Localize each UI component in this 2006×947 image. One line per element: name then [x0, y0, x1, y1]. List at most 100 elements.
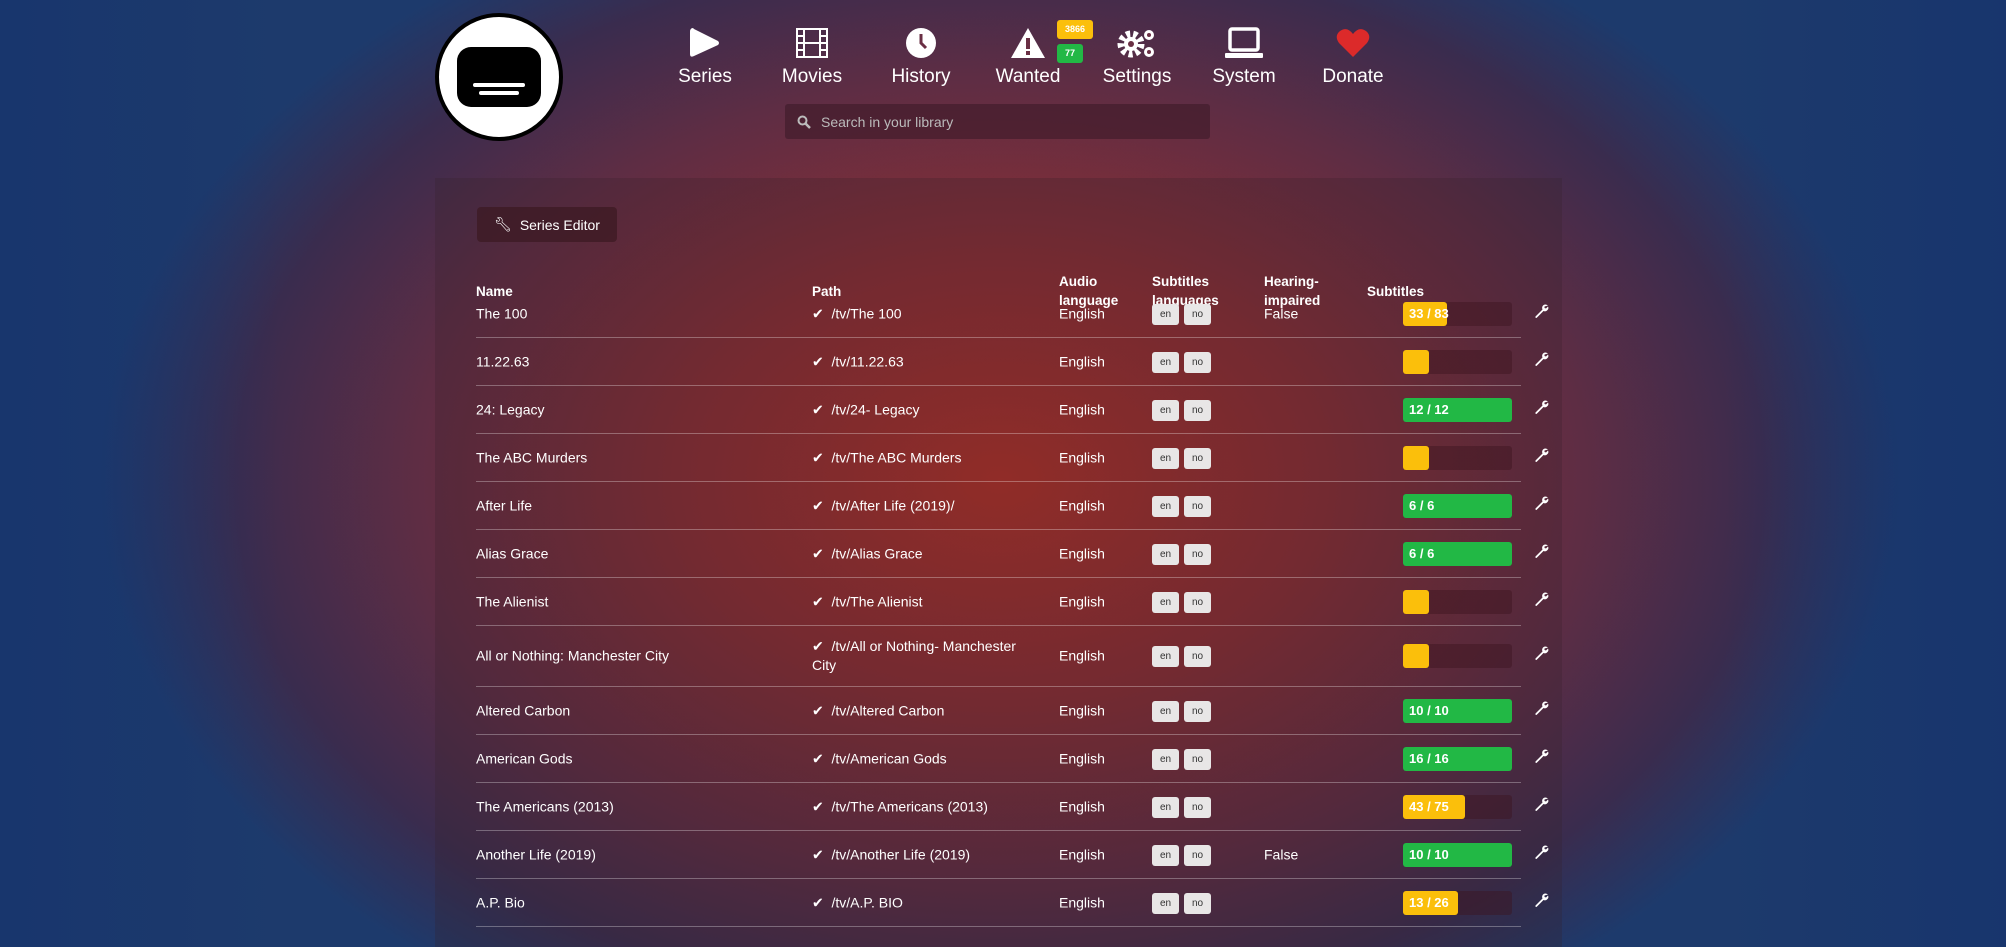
lang-tag: no [1184, 646, 1211, 667]
col-hearing-impaired[interactable]: Hearing-impaired [1264, 274, 1321, 308]
lang-tag: no [1184, 700, 1211, 722]
lang-tag: no [1184, 303, 1211, 325]
table-row: Altered Carbon ✔ /tv/Altered Carbon Engl… [476, 687, 1549, 735]
subtitles-progress: 16 / 16 [1403, 746, 1512, 771]
edit-wrench-icon[interactable] [1534, 700, 1550, 721]
nav-label: Movies [781, 66, 843, 87]
subtitle-languages: en no [1152, 351, 1216, 373]
progress-fill: 10 / 10 [1403, 842, 1512, 867]
nav-system[interactable]: System [1194, 26, 1294, 88]
laptop-icon [1194, 26, 1294, 60]
lang-tag: en [1152, 351, 1179, 373]
edit-wrench-icon[interactable] [1534, 351, 1550, 372]
check-icon: ✔ [812, 449, 824, 465]
audio-language: English [1059, 353, 1105, 369]
progress-fill: 33 / 83 [1403, 301, 1449, 326]
gears-icon [1087, 26, 1187, 60]
heart-icon [1303, 26, 1403, 60]
check-icon: ✔ [812, 497, 824, 513]
table-row: The ABC Murders ✔ /tv/The ABC Murders En… [476, 434, 1549, 482]
progress-fill: 6 / 6 [1403, 541, 1512, 566]
edit-wrench-icon[interactable] [1534, 495, 1550, 516]
subtitles-progress [1403, 349, 1512, 374]
series-name[interactable]: 11.22.63 [476, 353, 530, 369]
lang-tag: en [1152, 646, 1179, 667]
subtitle-languages: en no [1152, 447, 1216, 469]
edit-wrench-icon[interactable] [1534, 303, 1550, 324]
subtitles-progress: 13 / 26 [1403, 890, 1512, 915]
hearing-impaired: False [1264, 305, 1299, 321]
check-icon: ✔ [812, 545, 824, 561]
edit-wrench-icon[interactable] [1534, 646, 1550, 667]
series-name[interactable]: The Alienist [476, 593, 549, 609]
lang-tag: no [1184, 351, 1211, 373]
col-subtitles[interactable]: Subtitles [1367, 284, 1425, 299]
col-path[interactable]: Path [812, 284, 842, 299]
nav-movies[interactable]: Movies [762, 26, 862, 88]
audio-language: English [1059, 545, 1105, 561]
series-name[interactable]: Alias Grace [476, 545, 549, 561]
subtitles-progress: 10 / 10 [1403, 842, 1512, 867]
lang-tag: en [1152, 495, 1179, 517]
edit-wrench-icon[interactable] [1534, 543, 1550, 564]
wanted-movies-badge: 77 [1057, 44, 1083, 63]
series-path: ✔ /tv/After Life (2019)/ [812, 497, 955, 513]
subtitle-languages: en no [1152, 303, 1216, 325]
nav-wanted[interactable]: Wanted [978, 26, 1078, 88]
lang-tag: en [1152, 303, 1179, 325]
lang-tag: en [1152, 591, 1179, 613]
subtitle-languages: en no [1152, 543, 1216, 565]
audio-language: English [1059, 593, 1105, 609]
nav-series[interactable]: Series [655, 26, 755, 88]
series-name[interactable]: The 100 [476, 305, 528, 321]
nav-history[interactable]: History [871, 26, 971, 88]
search-bar[interactable] [785, 104, 1210, 139]
edit-wrench-icon[interactable] [1534, 591, 1550, 612]
col-audio[interactable]: Audio language [1059, 274, 1119, 308]
lang-tag: no [1184, 543, 1211, 565]
subtitle-languages: en no [1152, 892, 1216, 914]
series-name[interactable]: The Americans (2013) [476, 798, 614, 814]
col-name[interactable]: Name [476, 284, 513, 299]
lang-tag: no [1184, 844, 1211, 866]
edit-wrench-icon[interactable] [1534, 796, 1550, 817]
search-input[interactable] [821, 113, 1201, 130]
series-editor-button[interactable]: 🔧︎ Series Editor [477, 207, 617, 242]
film-icon [762, 26, 862, 60]
nav-label: Wanted [995, 66, 1061, 87]
progress-fill: 43 / 75 [1403, 794, 1466, 819]
nav-label: Settings [1102, 66, 1172, 87]
progress-fill: 16 / 16 [1403, 746, 1512, 771]
subtitle-languages: en no [1152, 796, 1216, 818]
series-name[interactable]: The ABC Murders [476, 449, 588, 465]
series-name[interactable]: After Life [476, 497, 533, 513]
series-name[interactable]: All or Nothing: Manchester City [476, 647, 669, 664]
series-name[interactable]: American Gods [476, 750, 573, 766]
series-path: ✔ /tv/The 100 [812, 305, 902, 321]
edit-wrench-icon[interactable] [1534, 748, 1550, 769]
table-row: 11.22.63 ✔ /tv/11.22.63 English en no [476, 338, 1549, 386]
subtitle-languages: en no [1152, 748, 1216, 770]
series-path: ✔ /tv/The Americans (2013) [812, 798, 988, 814]
subtitles-progress: 33 / 83 [1403, 301, 1512, 326]
bazarr-logo[interactable] [435, 13, 563, 141]
edit-wrench-icon[interactable] [1534, 892, 1550, 913]
edit-wrench-icon[interactable] [1534, 844, 1550, 865]
nav-donate[interactable]: Donate [1303, 26, 1403, 88]
table-row: 24: Legacy ✔ /tv/24- Legacy English en no… [476, 386, 1549, 434]
edit-wrench-icon[interactable] [1534, 399, 1550, 420]
lang-tag: no [1184, 892, 1211, 914]
subtitle-languages: en no [1152, 844, 1216, 866]
check-icon: ✔ [812, 702, 824, 718]
lang-tag: en [1152, 447, 1179, 469]
series-name[interactable]: 24: Legacy [476, 401, 545, 417]
lang-tag: no [1184, 748, 1211, 770]
edit-wrench-icon[interactable] [1534, 447, 1550, 468]
series-name[interactable]: Another Life (2019) [476, 846, 596, 862]
progress-fill: 13 / 26 [1403, 890, 1458, 915]
table-row: After Life ✔ /tv/After Life (2019)/ Engl… [476, 482, 1549, 530]
lang-tag: en [1152, 399, 1179, 421]
series-name[interactable]: A.P. Bio [476, 894, 525, 910]
nav-settings[interactable]: Settings [1087, 26, 1187, 88]
series-name[interactable]: Altered Carbon [476, 702, 571, 718]
